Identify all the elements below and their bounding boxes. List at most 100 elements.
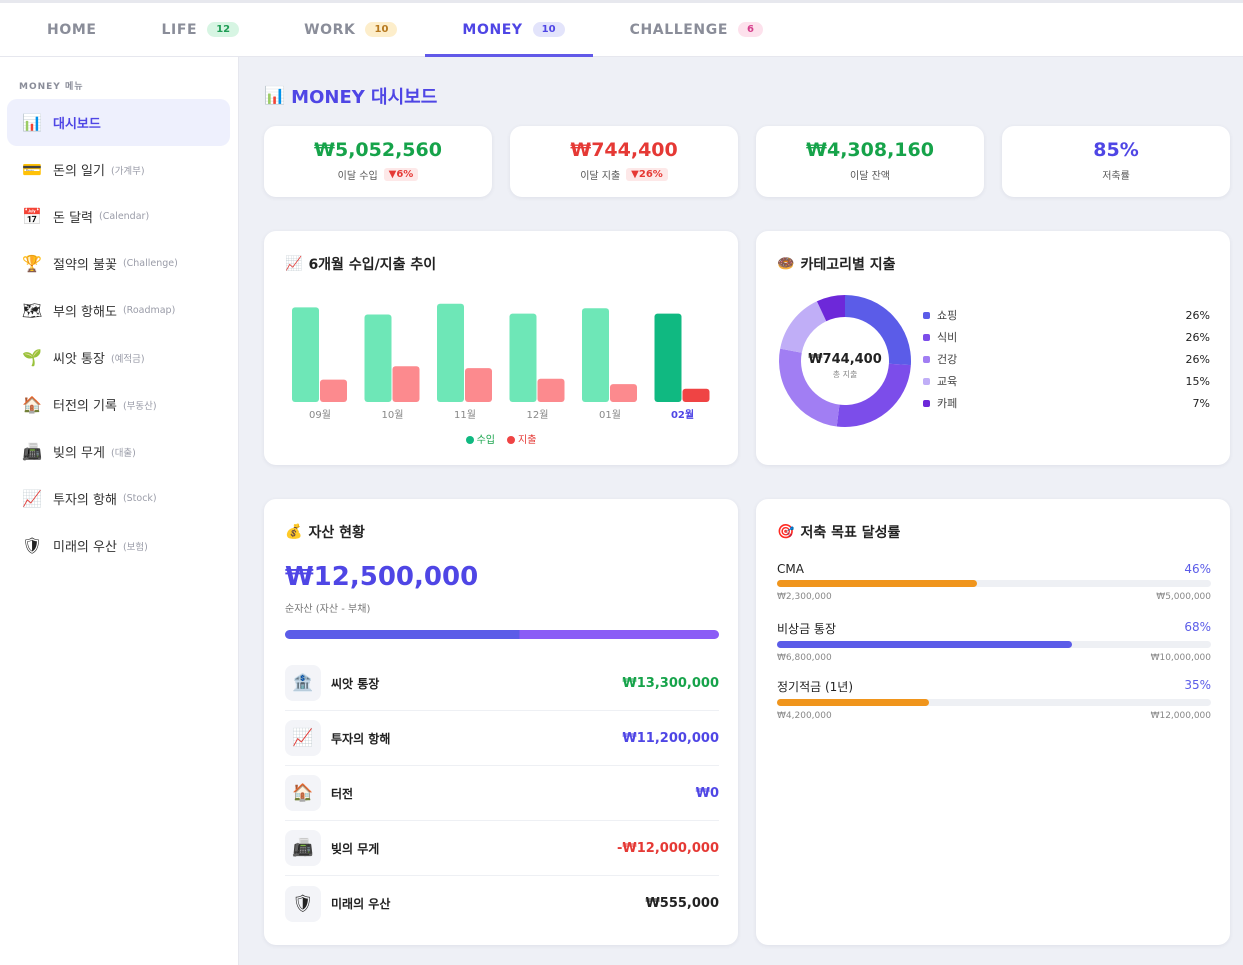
asset-value: ₩13,300,000 xyxy=(622,675,719,691)
asset-value: ₩0 xyxy=(695,785,719,801)
stat-card: 85% 저축률 xyxy=(1002,126,1230,197)
trend-bar-chart: 09월 10월 11월 12월 01월 02월 xyxy=(292,303,710,421)
bar-chart-icon: 📊 xyxy=(22,113,42,132)
x-tick-label: 11월 xyxy=(454,409,476,421)
legend-swatch xyxy=(923,311,930,319)
sidebar-item-9[interactable]: 🛡 미래의 우산 (보험) xyxy=(7,522,230,569)
donut-slice xyxy=(779,348,840,427)
sidebar-item-1[interactable]: 💳 돈의 일기 (가계부) xyxy=(7,146,230,193)
goal-title-text: 저축 목표 달성률 xyxy=(800,525,901,541)
asset-row[interactable]: 📈 투자의 항해 ₩11,200,000 xyxy=(285,711,719,766)
trend-chart-card: 📈 6개월 수입/지출 추이 09월 10월 11월 12월 01월 02월 수입 지출 xyxy=(264,231,738,465)
income-bar xyxy=(292,307,319,402)
income-bar xyxy=(654,313,682,402)
goal-target: ₩12,000,000 xyxy=(1150,711,1211,721)
tab-home[interactable]: HOME xyxy=(10,3,125,56)
asset-name: 미래의 우산 xyxy=(331,897,391,911)
sidebar-title: MONEY 메뉴 xyxy=(19,82,84,92)
tab-count-badge: 6 xyxy=(738,22,763,37)
asset-row[interactable]: 🛡 미래의 우산 ₩555,000 xyxy=(285,876,719,931)
donut-icon: 🍩 xyxy=(777,256,795,272)
stat-label: 이달 잔액 xyxy=(850,171,890,182)
stat-change-badge: ▼6% xyxy=(383,168,419,181)
sidebar-item-sub: (Roadmap) xyxy=(122,305,176,316)
tab-work[interactable]: WORK 10 xyxy=(267,3,425,56)
tab-challenge[interactable]: CHALLENGE 6 xyxy=(593,3,791,56)
income-bar xyxy=(582,308,609,402)
trend-up-icon: 📈 xyxy=(22,489,42,508)
sidebar-item-2[interactable]: 📅 돈 달력 (Calendar) xyxy=(7,193,230,240)
sidebar-item-6[interactable]: 🏠 터전의 기록 (부동산) xyxy=(7,381,230,428)
asset-name: 빚의 무게 xyxy=(331,841,380,856)
shield-icon: 🛡 xyxy=(21,536,43,555)
sidebar-item-3[interactable]: 🏆 절약의 불꽃 (Challenge) xyxy=(7,240,230,287)
donut-slice xyxy=(845,295,911,366)
tab-money[interactable]: MONEY 10 xyxy=(425,3,593,57)
bar-chart-icon: 📊 xyxy=(264,86,286,106)
donut-slice xyxy=(780,301,827,353)
stat-card: ₩5,052,560 이달 수입 ▼6% xyxy=(264,126,492,197)
legend-category: 카페 xyxy=(937,397,958,410)
page-title: 📊 MONEY 대시보드 xyxy=(264,83,437,109)
asset-name: 씨앗 통장 xyxy=(331,676,380,691)
house-icon: 🏠 xyxy=(22,395,42,414)
sidebar-item-label: 절약의 불꽃 xyxy=(53,258,117,273)
asset-row[interactable]: 📠 빚의 무게 -₩12,000,000 xyxy=(285,821,719,876)
sidebar-item-sub: (대출) xyxy=(110,447,136,459)
goal-target: ₩10,000,000 xyxy=(1150,653,1211,663)
legend-expense-label: 지출 xyxy=(518,435,537,446)
tab-life[interactable]: LIFE 12 xyxy=(125,3,268,56)
asset-name: 투자의 항해 xyxy=(331,731,391,746)
tab-label: LIFE xyxy=(161,21,198,38)
stat-value: 85% xyxy=(1093,139,1139,161)
goal-target: ₩5,000,000 xyxy=(1156,592,1211,602)
trend-up-icon: 📈 xyxy=(285,256,303,272)
x-tick-label: 02월 xyxy=(671,409,694,421)
sidebar-item-label: 돈 달력 xyxy=(53,211,94,226)
expense-bar xyxy=(392,366,420,402)
stat-value: ₩744,400 xyxy=(570,139,678,161)
legend-percent: 26% xyxy=(1185,352,1210,366)
trophy-icon: 🏆 xyxy=(22,254,42,273)
asset-title: 💰 자산 현황 xyxy=(285,522,365,542)
asset-row[interactable]: 🏠 터전 ₩0 xyxy=(285,766,719,821)
goal-title: 🎯 저축 목표 달성률 xyxy=(777,522,900,542)
goal-progress-fill xyxy=(777,641,1073,648)
calendar-icon: 📅 xyxy=(22,207,42,226)
shield-icon: 🛡 xyxy=(285,885,321,922)
legend-swatch xyxy=(923,333,930,341)
sidebar-item-label: 미래의 우산 xyxy=(53,540,117,555)
trend-up-icon: 📈 xyxy=(285,720,321,756)
donut-center-label: 총 지출 xyxy=(833,369,858,379)
goal-percent: 46% xyxy=(1184,562,1211,576)
category-title-text: 카테고리별 지출 xyxy=(800,257,896,273)
trend-chart-title-text: 6개월 수입/지출 추이 xyxy=(308,257,437,273)
donut-legend-item: 쇼핑 26% xyxy=(923,307,1210,323)
asset-value: -₩12,000,000 xyxy=(617,840,719,856)
map-icon: 🗺 xyxy=(21,301,43,320)
stat-card: ₩744,400 이달 지출 ▼26% xyxy=(510,126,738,197)
asset-row[interactable]: 🏦 씨앗 통장 ₩13,300,000 xyxy=(285,656,719,711)
asset-status-card: 💰 자산 현황 ₩12,500,000 순자산 (자산 - 부채) 🏦 씨앗 통장… xyxy=(264,499,738,945)
sidebar-item-0[interactable]: 📊 대시보드 xyxy=(7,99,230,146)
savings-goal-item: 정기적금 (1년) 35% ₩4,200,000 ₩12,000,000 xyxy=(777,678,1211,721)
legend-income: 수입 xyxy=(465,431,495,446)
top-nav: HOME LIFE 12 WORK 10 MONEY 10 CHALLENGE 6 xyxy=(0,0,1243,57)
donut-slice xyxy=(836,363,911,427)
legend-percent: 26% xyxy=(1185,308,1210,322)
credit-card-icon: 💳 xyxy=(22,160,42,179)
sidebar-item-8[interactable]: 📈 투자의 항해 (Stock) xyxy=(7,475,230,522)
legend-category: 식비 xyxy=(937,331,958,344)
sidebar-item-sub: (Challenge) xyxy=(122,258,178,269)
goal-current: ₩4,200,000 xyxy=(777,711,832,721)
sidebar-item-4[interactable]: 🗺 부의 항해도 (Roadmap) xyxy=(7,287,230,334)
tab-label: WORK xyxy=(304,21,356,38)
house-icon: 🏠 xyxy=(285,775,321,811)
sidebar-item-5[interactable]: 🌱 씨앗 통장 (예적금) xyxy=(7,334,230,381)
savings-goal-item: CMA 46% ₩2,300,000 ₩5,000,000 xyxy=(777,562,1211,602)
x-tick-label: 12월 xyxy=(527,409,549,421)
stat-change-badge: ▼26% xyxy=(626,168,668,181)
expense-bar xyxy=(320,379,347,402)
trend-chart-title: 📈 6개월 수입/지출 추이 xyxy=(285,254,436,274)
sidebar-item-7[interactable]: 📠 빚의 무게 (대출) xyxy=(7,428,230,475)
